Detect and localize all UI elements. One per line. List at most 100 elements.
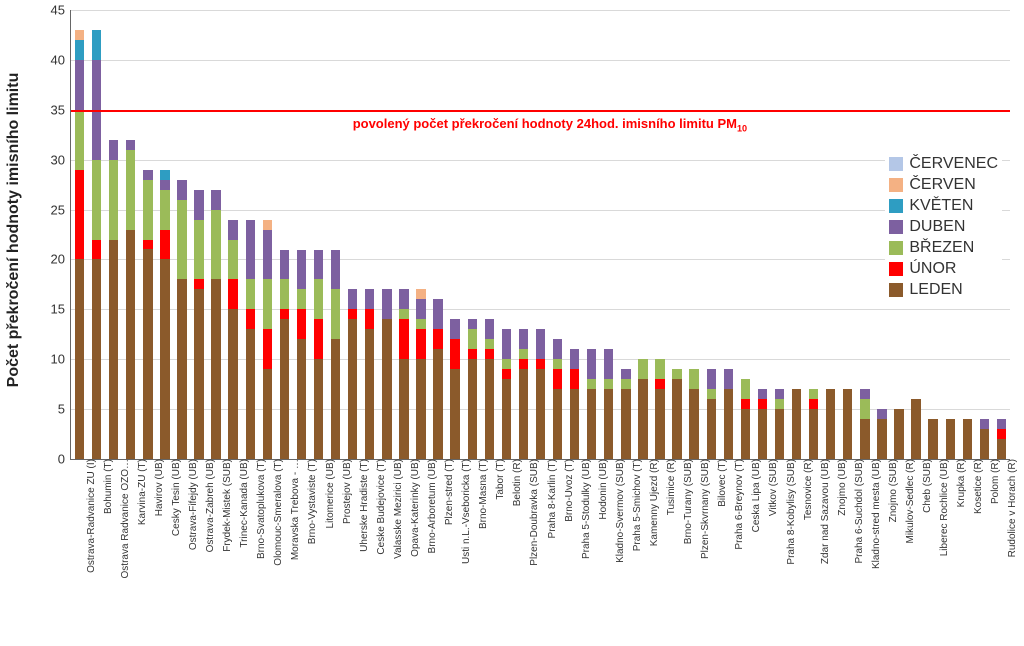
bar-segment-brezen	[297, 289, 306, 309]
bar-segment-leden	[75, 259, 84, 459]
bar-segment-unor	[741, 399, 750, 409]
x-tick-label: Brno-Svatoplukova (T)	[254, 459, 267, 559]
bar-segment-leden	[843, 389, 852, 459]
bar-segment-duben	[177, 180, 186, 200]
bar-segment-unor	[280, 309, 289, 319]
legend-label: DUBEN	[909, 218, 965, 236]
y-tick-label: 35	[51, 102, 71, 117]
bar-segment-brezen	[280, 279, 289, 309]
bar-segment-leden	[570, 389, 579, 459]
bar-segment-leden	[502, 379, 511, 459]
bar-segment-duben	[126, 140, 135, 150]
bar-segment-leden	[928, 419, 937, 459]
x-tick-label: Kosetice (R)	[971, 459, 984, 514]
bar-segment-leden	[160, 259, 169, 459]
x-tick-label: Kamenny Ujezd (R)	[647, 459, 660, 546]
bar-column	[92, 30, 101, 459]
bar-column	[724, 369, 733, 459]
bar-segment-leden	[587, 389, 596, 459]
bar-segment-duben	[707, 369, 716, 389]
bar-column	[638, 359, 647, 459]
bar-column	[928, 419, 937, 459]
legend-label: BŘEZEN	[909, 239, 974, 257]
y-tick-label: 30	[51, 152, 71, 167]
bar-segment-brezen	[553, 359, 562, 369]
bar-column	[194, 190, 203, 459]
x-tick-label: Cheb (SUB)	[920, 459, 933, 513]
plot-area: ČERVENECČERVENKVĚTENDUBENBŘEZENÚNORLEDEN…	[70, 10, 1010, 460]
legend-item: DUBEN	[889, 218, 998, 236]
bar-column	[689, 369, 698, 459]
bar-segment-brezen	[314, 279, 323, 319]
bar-column	[246, 220, 255, 459]
bar-segment-unor	[536, 359, 545, 369]
bar-segment-unor	[416, 329, 425, 359]
legend-label: KVĚTEN	[909, 197, 973, 215]
bar-segment-brezen	[587, 379, 596, 389]
bar-column	[775, 389, 784, 459]
bar-segment-unor	[246, 309, 255, 329]
bar-segment-brezen	[211, 210, 220, 280]
bar-segment-unor	[263, 329, 272, 369]
bar-segment-duben	[758, 389, 767, 399]
bar-column	[280, 250, 289, 460]
x-tick-label: Brno-Masna (T)	[476, 459, 489, 529]
bar-segment-duben	[450, 319, 459, 339]
bar-segment-leden	[280, 319, 289, 459]
bar-column	[450, 319, 459, 459]
bar-column	[75, 30, 84, 459]
bar-segment-duben	[604, 349, 613, 379]
legend-item: KVĚTEN	[889, 197, 998, 215]
legend: ČERVENECČERVENKVĚTENDUBENBŘEZENÚNORLEDEN	[885, 150, 1002, 304]
bar-segment-duben	[570, 349, 579, 369]
bar-segment-duben	[621, 369, 630, 379]
y-axis-title: Počet překročení hodnoty imisního limitu	[5, 73, 23, 388]
x-tick-label: Olomouc-Smeralova (T)	[271, 459, 284, 566]
bar-segment-leden	[109, 240, 118, 460]
bar-column	[416, 289, 425, 459]
bar-column	[485, 319, 494, 459]
x-tick-label: Brno-Turany (SUB)	[681, 459, 694, 544]
x-tick-label: Ostrava-Radvanice ZU (I)	[84, 459, 97, 573]
legend-swatch	[889, 241, 903, 255]
bar-segment-leden	[655, 389, 664, 459]
x-tick-label: Uherske Hradiste (T)	[357, 459, 370, 552]
legend-swatch	[889, 283, 903, 297]
bar-column	[946, 419, 955, 459]
bar-segment-leden	[689, 389, 698, 459]
bar-segment-brezen	[689, 369, 698, 389]
bar-column	[331, 250, 340, 460]
y-tick-label: 10	[51, 352, 71, 367]
x-tick-label: Ostrava-Fifejdy (UB)	[186, 459, 199, 550]
x-tick-label: Praha 6-Suchdol (SUB)	[852, 459, 865, 564]
bar-segment-leden	[331, 339, 340, 459]
x-tick-label: Vitkov (SUB)	[766, 459, 779, 516]
x-tick-label: Zdar nad Sazavou (UB)	[818, 459, 831, 564]
bar-column	[860, 389, 869, 459]
bar-segment-leden	[553, 389, 562, 459]
bar-segment-brezen	[621, 379, 630, 389]
legend-label: ČERVENEC	[909, 155, 998, 173]
bar-segment-leden	[911, 399, 920, 459]
bar-segment-leden	[416, 359, 425, 459]
bar-segment-brezen	[741, 379, 750, 399]
bar-segment-leden	[92, 259, 101, 459]
bar-segment-leden	[382, 319, 391, 459]
x-tick-label: Opava-Katerinky (UB)	[408, 459, 421, 557]
bar-segment-leden	[621, 389, 630, 459]
legend-label: ČERVEN	[909, 176, 975, 194]
bar-segment-leden	[246, 329, 255, 459]
x-tick-label: Kladno-stred mesta (UB)	[869, 459, 882, 569]
bar-segment-leden	[860, 419, 869, 459]
bar-segment-brezen	[468, 329, 477, 349]
bar-segment-leden	[877, 419, 886, 459]
bar-segment-duben	[75, 60, 84, 110]
bar-segment-duben	[297, 250, 306, 290]
bar-segment-brezen	[604, 379, 613, 389]
bar-segment-duben	[211, 190, 220, 210]
bar-segment-unor	[348, 309, 357, 319]
bar-segment-duben	[280, 250, 289, 280]
bar-column	[792, 389, 801, 459]
bar-segment-brezen	[485, 339, 494, 349]
bar-segment-unor	[519, 359, 528, 369]
